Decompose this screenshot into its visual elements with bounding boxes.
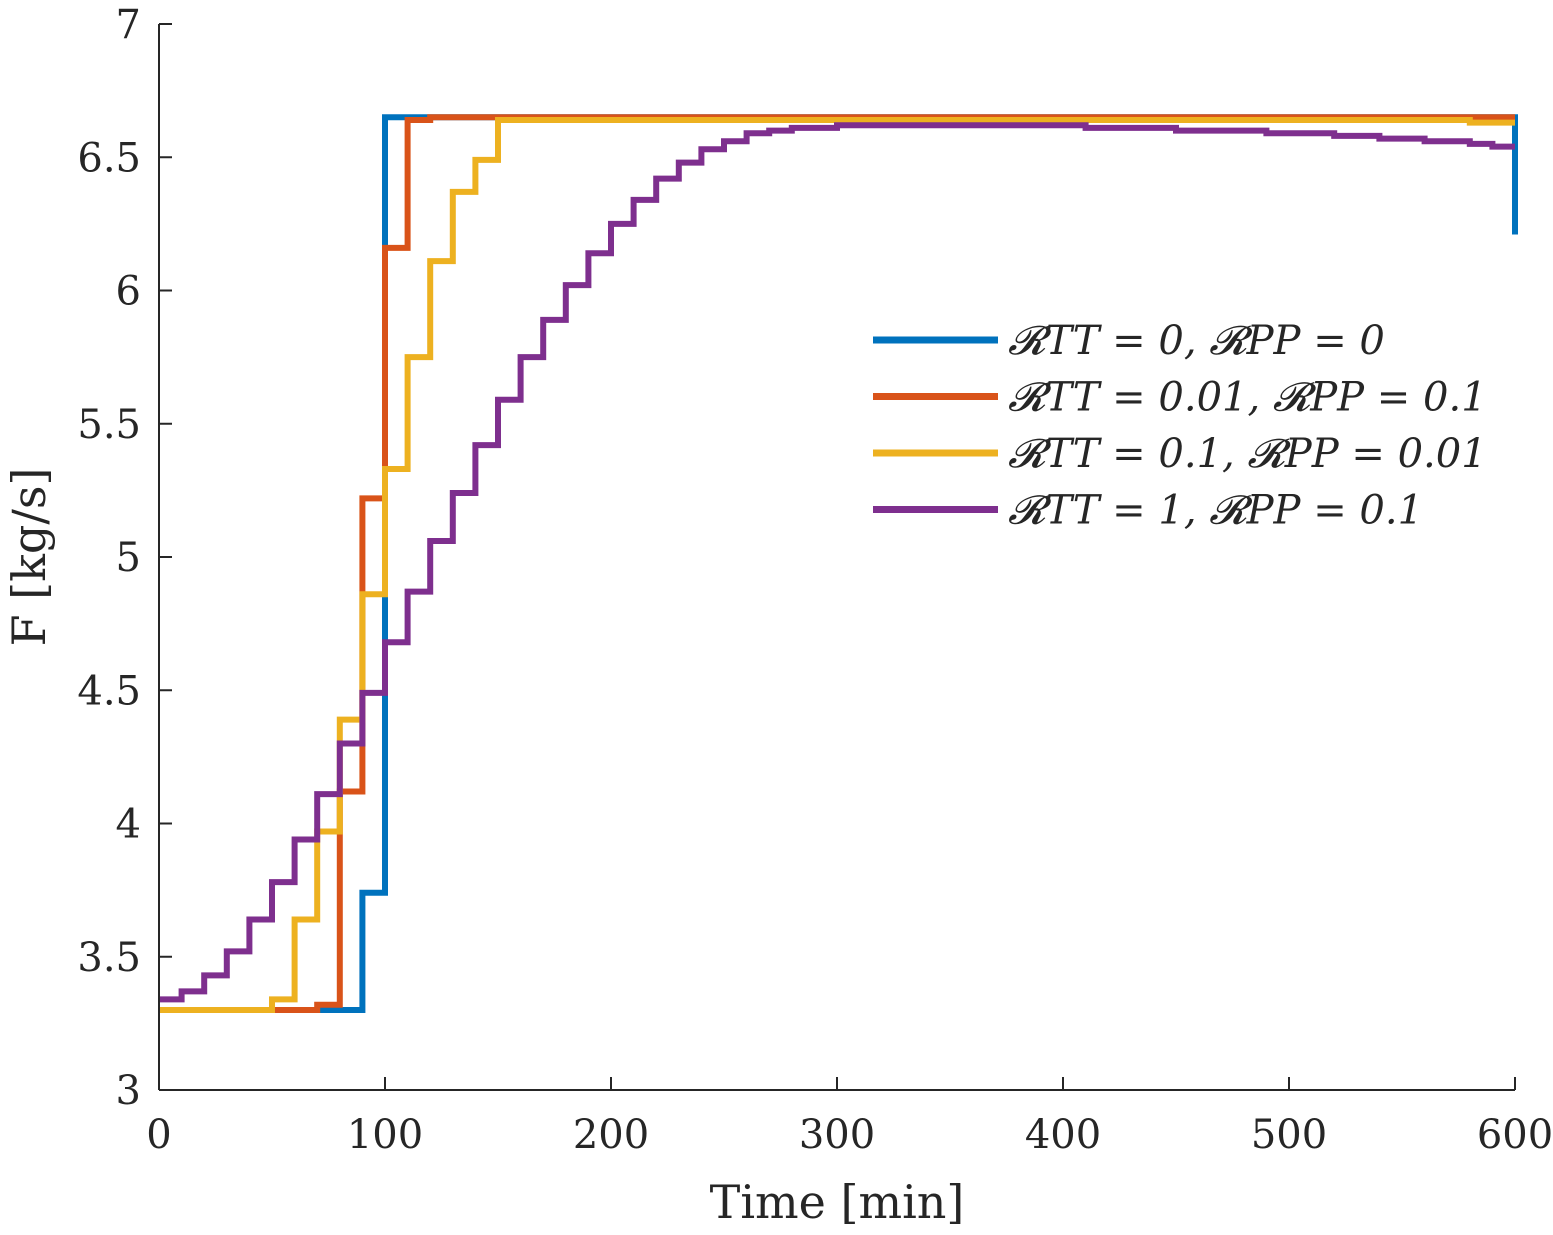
x-tick-label: 400 bbox=[1025, 1112, 1101, 1158]
series-layer bbox=[159, 114, 1518, 1014]
x-tick-label: 100 bbox=[347, 1112, 423, 1158]
x-tick-label: 0 bbox=[146, 1112, 171, 1158]
y-tick-label: 3 bbox=[116, 1068, 141, 1114]
y-tick-label: 4.5 bbox=[77, 668, 141, 714]
y-tick-label: 7 bbox=[116, 2, 141, 48]
y-axis-label: F [kg/s] bbox=[2, 468, 56, 647]
y-tick-label: 5.5 bbox=[77, 402, 141, 448]
legend: 𝓡TT = 0, 𝓡PP = 0 𝓡TT = 0.01, 𝓡PP = 0.1 𝓡TT… bbox=[873, 318, 1487, 534]
y-tick-label: 3.5 bbox=[77, 935, 141, 981]
x-tick-label: 200 bbox=[573, 1112, 649, 1158]
legend-label-1: 𝓡TT = 0, 𝓡PP = 0 bbox=[1008, 318, 1385, 364]
series-line-4 bbox=[159, 122, 1515, 1003]
y-tick-label: 5 bbox=[116, 535, 141, 581]
x-tick-label: 600 bbox=[1477, 1112, 1553, 1158]
y-tick-label: 4 bbox=[116, 802, 141, 848]
legend-label-3: 𝓡TT = 0.1, 𝓡PP = 0.01 bbox=[1008, 431, 1487, 477]
y-tick-label: 6.5 bbox=[77, 135, 141, 181]
x-axis-label: Time [min] bbox=[710, 1175, 965, 1229]
x-tick-label: 500 bbox=[1251, 1112, 1327, 1158]
legend-label-2: 𝓡TT = 0.01, 𝓡PP = 0.1 bbox=[1008, 375, 1487, 421]
series-line-3 bbox=[159, 116, 1515, 1014]
x-ticks: 0 100 200 300 400 500 600 bbox=[146, 1077, 1553, 1158]
y-tick-label: 6 bbox=[116, 269, 141, 315]
y-ticks: 3 3.5 4 4.5 5 5.5 6 6.5 7 bbox=[77, 2, 172, 1114]
legend-label-4: 𝓡TT = 1, 𝓡PP = 0.1 bbox=[1008, 488, 1423, 534]
series-line-2 bbox=[159, 114, 1515, 1014]
x-tick-label: 300 bbox=[799, 1112, 875, 1158]
